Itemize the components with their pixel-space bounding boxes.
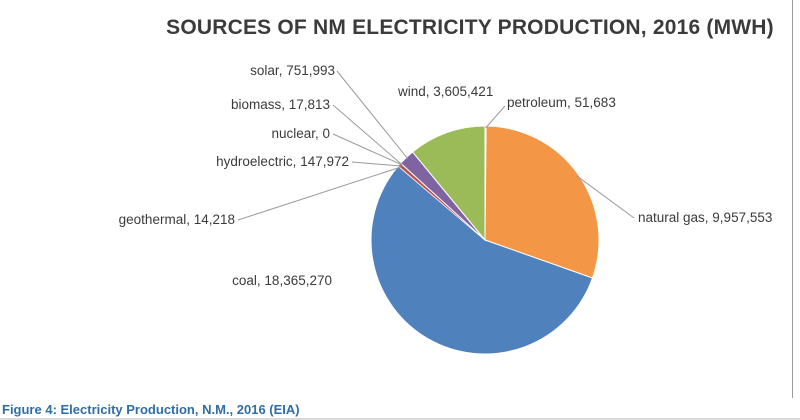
pie-slice-wind: [411, 125, 486, 242]
leader-line-biomass: [332, 104, 403, 166]
data-label-hydroelectric: hydroelectric, 147,972: [216, 154, 349, 169]
leader-line-geothermal: [237, 166, 400, 221]
leader-line-natural-gas: [576, 175, 635, 219]
leader-line-petroleum: [485, 105, 506, 129]
divider: [0, 418, 800, 420]
leader-line-solar: [336, 70, 409, 160]
data-label-solar: solar, 751,993: [250, 63, 335, 78]
data-label-natural-gas: natural gas, 9,957,553: [638, 210, 772, 225]
data-label-geothermal: geothermal, 14,218: [119, 212, 235, 227]
data-label-petroleum: petroleum, 51,683: [507, 95, 616, 110]
pie-slice-coal: [370, 165, 594, 355]
data-label-wind: wind, 3,605,421: [397, 84, 493, 99]
figure-caption: Figure 4: Electricity Production, N.M., …: [2, 402, 300, 417]
leader-line-hydroelectric: [351, 161, 401, 167]
data-label-biomass: biomass, 17,813: [231, 97, 330, 112]
pie-chart: petroleum, 51,683 natural gas, 9,957,553 c…: [119, 63, 772, 355]
leader-line-nuclear: [332, 133, 403, 166]
pie-slice-natural-gas: [484, 125, 600, 279]
data-label-nuclear: nuclear, 0: [271, 126, 330, 141]
chart-title: SOURCES OF NM ELECTRICITY PRODUCTION, 20…: [166, 16, 774, 39]
data-label-coal: coal, 18,365,270: [232, 273, 332, 288]
